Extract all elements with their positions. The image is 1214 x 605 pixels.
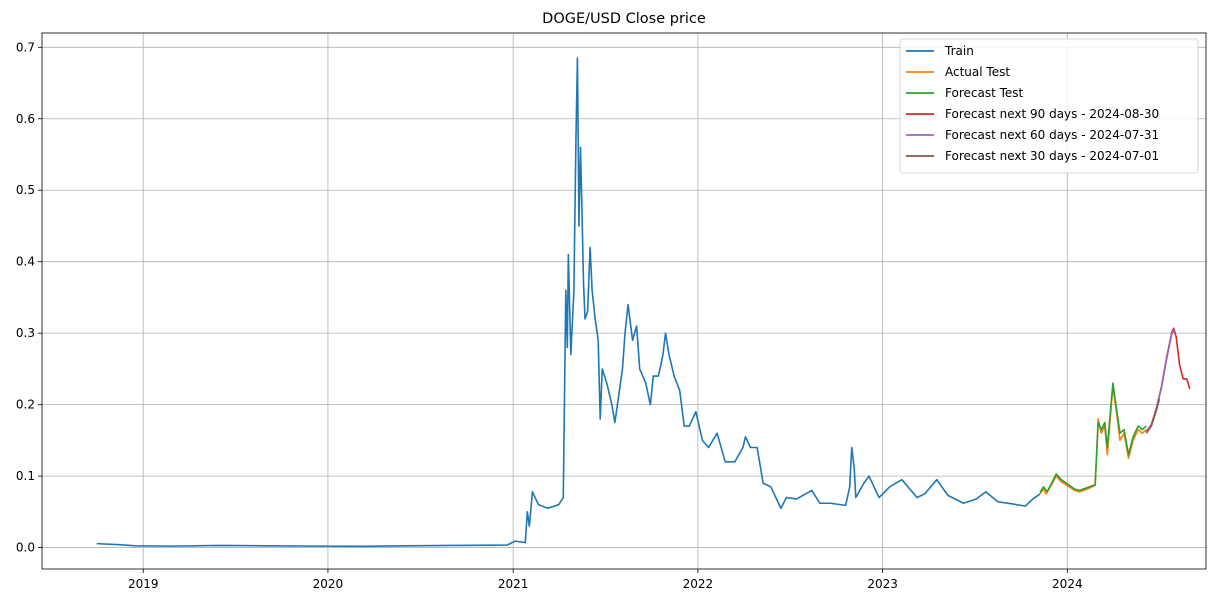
y-tick-label: 0.4 bbox=[16, 255, 35, 269]
x-tick-label: 2022 bbox=[683, 577, 714, 591]
y-tick-label: 0.2 bbox=[16, 398, 35, 412]
chart-title: DOGE/USD Close price bbox=[542, 11, 706, 27]
legend-entry: Train bbox=[944, 44, 974, 58]
series-line-forecast-next-90-days-2024-08-30 bbox=[1145, 327, 1191, 433]
y-tick-label: 0.3 bbox=[16, 326, 35, 340]
x-tick-label: 2019 bbox=[128, 577, 159, 591]
series-line-forecast-next-30-days-2024-07-01 bbox=[1145, 398, 1161, 434]
legend-box bbox=[899, 38, 1199, 174]
y-tick-label: 0.7 bbox=[16, 40, 35, 54]
y-tick-label: 0.5 bbox=[16, 183, 35, 197]
legend-entry: Actual Test bbox=[945, 65, 1010, 79]
legend-entry: Forecast Test bbox=[945, 86, 1024, 100]
legend-entry: Forecast next 30 days - 2024-07-01 bbox=[945, 149, 1159, 163]
series-line-forecast-test bbox=[1039, 382, 1147, 493]
legend-entry: Forecast next 60 days - 2024-07-31 bbox=[945, 128, 1159, 142]
legend: Train Actual Test Forecast Test Forecast ne… bbox=[899, 38, 1199, 174]
series-line-actual-test bbox=[1039, 385, 1147, 495]
plot-frame bbox=[41, 32, 1207, 570]
y-axis: 0.0 0.1 0.2 0.3 0.4 0.5 0.6 0.7 bbox=[16, 40, 42, 555]
x-tick-label: 2021 bbox=[498, 577, 529, 591]
x-tick-label: 2024 bbox=[1052, 577, 1083, 591]
series-lines bbox=[96, 57, 1191, 548]
y-tick-label: 0.6 bbox=[16, 112, 35, 126]
series-line-forecast-next-60-days-2024-07-31 bbox=[1145, 328, 1176, 433]
x-tick-label: 2023 bbox=[867, 577, 898, 591]
x-axis: 2019 2020 2021 2022 2023 2024 bbox=[128, 569, 1083, 591]
x-tick-label: 2020 bbox=[313, 577, 344, 591]
y-tick-label: 0.0 bbox=[16, 541, 35, 555]
y-tick-label: 0.1 bbox=[16, 469, 35, 483]
series-line-train bbox=[96, 57, 1041, 548]
legend-entry: Forecast next 90 days - 2024-08-30 bbox=[945, 107, 1159, 121]
